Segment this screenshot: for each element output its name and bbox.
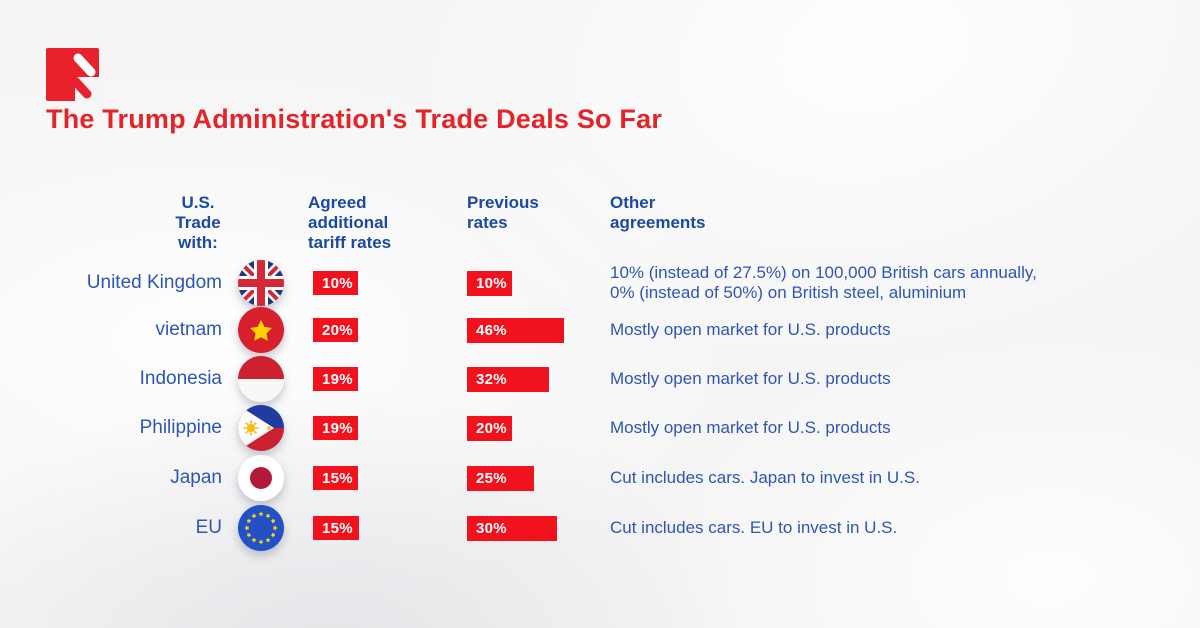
previous-rate-cell: 25%	[467, 455, 534, 501]
philippines-flag-icon	[238, 405, 284, 451]
other-agreements-text: Mostly open market for U.S. products	[610, 418, 891, 437]
agreed-rate-badge: 15%	[313, 516, 359, 540]
country-label: EU	[195, 517, 222, 538]
previous-rate-bar: 25%	[467, 465, 534, 491]
previous-rate-bar: 46%	[467, 317, 564, 343]
column-header-other-agreements: Other agreements	[610, 193, 706, 232]
eu-flag-icon	[238, 505, 284, 551]
previous-rate-cell: 20%	[467, 405, 512, 451]
column-header-previous-rates: Previous rates	[467, 193, 539, 232]
country-label: Philippine	[139, 417, 222, 438]
other-agreements-text: Cut includes cars. Japan to invest in U.…	[610, 468, 920, 487]
table-row: Indonesia 19% 32% Mostly open market for…	[0, 356, 1200, 402]
page-title: The Trump Administration's Trade Deals S…	[46, 104, 663, 134]
other-agreements-text: Cut includes cars. EU to invest in U.S.	[610, 518, 898, 537]
table-row: United Kingdom 10% 10% 10% (instead of 2…	[0, 260, 1200, 306]
previous-rate-bar: 30%	[467, 515, 557, 541]
table-row: vietnam 20% 46% Mostly open market for U…	[0, 307, 1200, 353]
agreed-rate-cell: 19%	[313, 356, 358, 402]
previous-rate-cell: 32%	[467, 356, 549, 402]
agreed-rate-badge: 15%	[313, 466, 358, 490]
previous-rate-bar: 20%	[467, 415, 512, 441]
agreed-rate-cell: 15%	[313, 505, 359, 551]
japan-flag-icon	[238, 455, 284, 501]
vietnam-flag-icon	[238, 307, 284, 353]
agreed-rate-cell: 15%	[313, 455, 358, 501]
agreed-rate-badge: 19%	[313, 416, 358, 440]
other-agreements-text: Mostly open market for U.S. products	[610, 320, 891, 339]
table-row: EU	[0, 505, 1200, 551]
agreed-rate-badge: 19%	[313, 367, 358, 391]
indonesia-flag-icon	[238, 356, 284, 402]
previous-rate-cell: 10%	[467, 260, 512, 306]
other-agreements-text: Mostly open market for U.S. products	[610, 369, 891, 388]
country-label: United Kingdom	[86, 272, 222, 293]
column-header-agreed-rates: Agreed additional tariff rates	[308, 193, 392, 252]
other-agreements-text: 10% (instead of 27.5%) on 100,000 Britis…	[610, 263, 1037, 302]
previous-rate-cell: 30%	[467, 505, 557, 551]
uk-flag-icon	[238, 260, 284, 306]
brand-logo-icon	[46, 48, 99, 101]
table-row: Philippine	[0, 405, 1200, 451]
country-label: Indonesia	[139, 368, 222, 389]
previous-rate-bar: 32%	[467, 366, 549, 392]
agreed-rate-cell: 20%	[313, 307, 358, 353]
table-row: Japan 15% 25% Cut includes cars. Japan t…	[0, 455, 1200, 501]
column-header-trade-with: U.S. Trade with:	[175, 193, 221, 252]
brand-logo	[46, 48, 99, 101]
agreed-rate-badge: 10%	[313, 271, 358, 295]
agreed-rate-badge: 20%	[313, 318, 358, 342]
country-label: Japan	[170, 467, 222, 488]
previous-rate-cell: 46%	[467, 307, 564, 353]
agreed-rate-cell: 19%	[313, 405, 358, 451]
previous-rate-bar: 10%	[467, 270, 512, 296]
agreed-rate-cell: 10%	[313, 260, 358, 306]
country-label: vietnam	[155, 319, 222, 340]
